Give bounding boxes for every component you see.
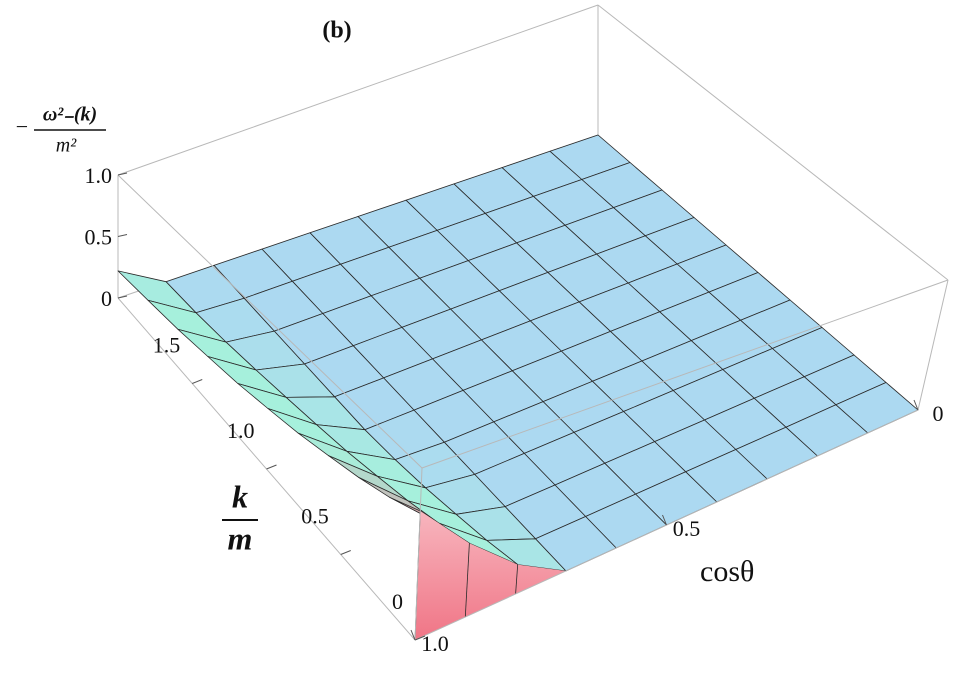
ticks: 0 0.5 1.0 0 0.5 1.0 1.5 0 0.5 1.0 xyxy=(85,163,944,656)
y-tick xyxy=(266,464,277,470)
z-tick xyxy=(117,172,128,176)
box-edge xyxy=(597,4,949,281)
z-tick xyxy=(117,234,128,237)
y-label-denominator: m xyxy=(228,520,253,556)
box-edge xyxy=(917,279,949,411)
z-label-prefix: − xyxy=(16,114,28,139)
y-tick-label: 0.5 xyxy=(301,504,329,529)
z-tick-label: 1.0 xyxy=(85,163,113,188)
z-label-numerator: ω²₋(k) xyxy=(43,104,97,126)
y-tick-label: 1.5 xyxy=(153,333,181,358)
box-edge xyxy=(117,4,599,176)
box-edge xyxy=(421,279,949,469)
x-tick xyxy=(662,514,667,526)
bounding-box-front xyxy=(117,4,949,641)
y-tick xyxy=(192,379,203,384)
panel-label: (b) xyxy=(322,18,351,44)
y-tick xyxy=(414,635,426,641)
x-tick-label: 0 xyxy=(933,401,944,426)
y-tick-label: 1.0 xyxy=(227,418,255,443)
x-tick xyxy=(410,629,416,641)
box-edge xyxy=(414,467,423,641)
x-axis-label: cosθ xyxy=(700,555,754,588)
z-tick xyxy=(117,295,128,299)
y-axis-label: k m xyxy=(222,478,258,556)
mesh-line xyxy=(515,564,519,595)
x-tick-label: 0.5 xyxy=(673,516,701,541)
y-tick xyxy=(340,550,351,555)
mesh-line xyxy=(464,543,470,618)
z-axis-label: − ω²₋(k) m² xyxy=(16,104,106,157)
box-edge xyxy=(117,174,423,469)
z-label-denominator: m² xyxy=(56,135,77,157)
z-tick-label: 0 xyxy=(101,286,112,311)
x-tick xyxy=(913,399,919,411)
y-label-numerator: k xyxy=(232,478,248,514)
x-tick-label: 1.0 xyxy=(421,631,449,656)
z-tick-label: 0.5 xyxy=(85,225,113,250)
y-tick-label: 0 xyxy=(392,589,403,614)
surface xyxy=(117,134,919,641)
